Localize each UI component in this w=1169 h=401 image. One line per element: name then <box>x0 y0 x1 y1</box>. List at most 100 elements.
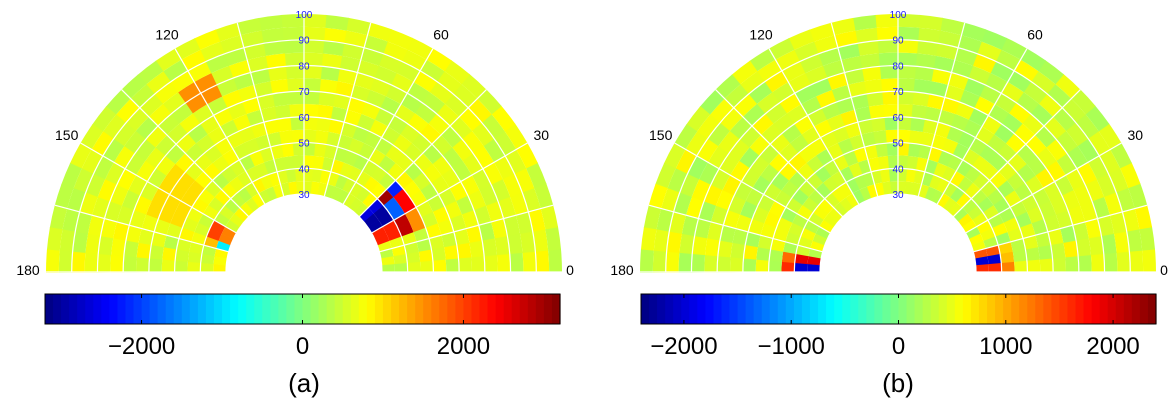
heatmap-cell <box>388 204 405 221</box>
angle-tick-label: 60 <box>433 27 449 43</box>
heatmap-cell <box>303 168 314 182</box>
heatmap-cell <box>768 260 782 273</box>
grid-spoke <box>917 22 966 197</box>
heatmap-cell <box>187 61 212 83</box>
heatmap-cell <box>366 22 393 42</box>
colorbar-segment <box>463 294 473 324</box>
heatmap-cell <box>934 122 952 139</box>
colorbar-segment <box>826 294 835 324</box>
heatmap-cell <box>707 146 729 170</box>
heatmap-cell <box>303 103 319 118</box>
heatmap-cell <box>674 124 698 151</box>
heatmap-cell <box>210 65 234 86</box>
heatmap-cell <box>1108 167 1129 193</box>
heatmap-cell <box>381 263 395 272</box>
heatmap-cell <box>110 255 124 273</box>
heatmap-cell <box>378 212 394 227</box>
heatmap-cell <box>742 258 757 273</box>
heatmap-cell <box>699 89 725 116</box>
heatmap-cell <box>939 17 965 36</box>
polar-heatmap-a: 0 30 60 120 150 180 30 40 50 60 70 80 90 100 −2000 0 200… <box>16 10 574 398</box>
radial-tick-label: 50 <box>892 139 904 150</box>
heatmap-cell <box>774 49 800 72</box>
heatmap-cell <box>678 252 693 273</box>
heatmap-cell <box>1015 211 1032 228</box>
heatmap-cell <box>209 220 226 234</box>
heatmap-cell <box>845 193 859 209</box>
heatmap-cell <box>528 207 546 232</box>
heatmap-cell <box>783 241 798 255</box>
heatmap-cell <box>837 138 854 155</box>
colorbar: −2000 0 2000 <box>44 293 561 360</box>
heatmap-cell <box>926 93 945 110</box>
heatmap-cell <box>803 220 820 234</box>
heatmap-cell <box>221 226 237 240</box>
colorbar-segment <box>310 294 320 324</box>
heatmap-cell <box>707 122 730 147</box>
heatmap-cell <box>1030 70 1056 95</box>
heatmap-cell <box>125 225 142 244</box>
heatmap-cell <box>379 96 401 116</box>
colorbar-segment <box>753 294 763 324</box>
heatmap-cell <box>322 40 345 56</box>
heatmap-cell <box>71 251 86 273</box>
heatmap-cell <box>1054 73 1081 99</box>
panel-label: (b) <box>882 368 914 398</box>
heatmap-cell <box>471 122 495 147</box>
heatmap-cell <box>991 222 1008 237</box>
colorbar-segment <box>471 294 481 324</box>
heatmap-cell <box>1022 113 1045 136</box>
heatmap-cell <box>781 261 795 273</box>
heatmap-cell <box>1056 152 1077 176</box>
heatmap-cell <box>1035 231 1051 248</box>
heatmap-cell <box>221 182 238 199</box>
heatmap-cell <box>874 14 898 28</box>
heatmap-cell <box>764 211 781 229</box>
heatmap-cell <box>839 109 858 127</box>
heatmap-cell <box>49 205 68 231</box>
heatmap-cell <box>931 134 947 151</box>
colorbar-segment <box>302 294 312 324</box>
heatmap-cell <box>1070 88 1096 115</box>
heatmap-cell <box>807 264 821 273</box>
colorbar-segment <box>697 294 706 324</box>
heatmap-cell <box>104 201 122 223</box>
heatmap-cell <box>928 81 949 98</box>
colorbar-segment <box>906 294 916 324</box>
heatmap-cell <box>383 196 400 213</box>
heatmap-cell <box>163 235 179 250</box>
heatmap-cell <box>369 77 392 97</box>
heatmap-cell <box>460 174 480 196</box>
colorbar-segment <box>487 294 497 324</box>
heatmap-cell <box>656 208 674 233</box>
heatmap-cell <box>802 197 819 213</box>
heatmap-cell <box>109 184 129 207</box>
heatmap-cell <box>764 70 789 93</box>
colorbar-segment <box>246 294 255 324</box>
heatmap-cell <box>1098 148 1121 174</box>
heatmap-cell <box>728 139 750 162</box>
colorbar-segment <box>689 294 698 324</box>
colorbar-segment <box>455 294 465 324</box>
heatmap-cell <box>303 129 317 144</box>
heatmap-cell <box>285 65 304 80</box>
heatmap-cell <box>123 130 146 155</box>
heatmap-cell <box>139 181 159 202</box>
heatmap-cell <box>483 138 506 163</box>
heatmap-cell <box>1067 205 1086 226</box>
heatmap-cell <box>266 131 282 148</box>
heatmap-cell <box>1116 250 1131 272</box>
heatmap-cell <box>259 146 274 163</box>
heatmap-cell <box>686 106 711 133</box>
heatmap-cell <box>808 212 824 227</box>
heatmap-cell <box>368 198 384 214</box>
heatmap-cell <box>129 210 147 230</box>
colorbar-segment <box>673 294 682 324</box>
heatmap-cell <box>284 52 304 67</box>
heatmap-cell <box>878 52 898 67</box>
heatmap-cell <box>236 17 262 36</box>
heatmap-cell <box>166 223 183 239</box>
heatmap-cell <box>113 146 135 170</box>
radial-tick-label: 60 <box>298 113 310 124</box>
heatmap-cell <box>258 14 283 31</box>
